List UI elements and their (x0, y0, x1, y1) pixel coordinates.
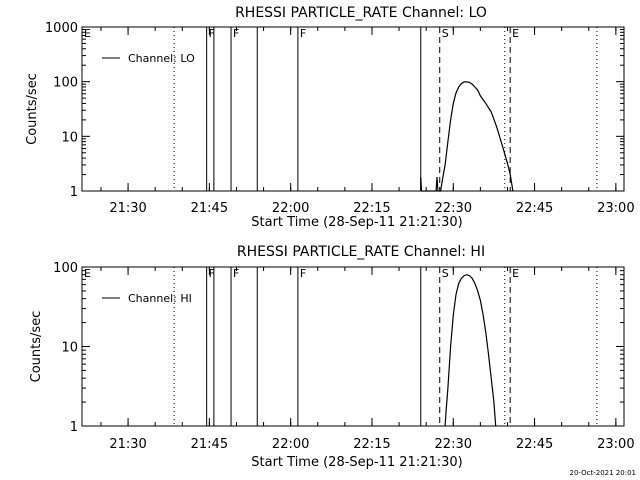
series-line (444, 274, 497, 427)
x-tick-label: 22:15 (353, 437, 390, 452)
panel-1: RHESSI PARTICLE_RATE Channel: LO 21:30 21:… (25, 5, 635, 230)
plot-frame (81, 266, 625, 427)
event-marker-label: E (84, 267, 91, 280)
x-axis-label: Start Time (28-Sep-11 21:21:30) (251, 455, 462, 470)
event-marker-label: F (209, 267, 215, 280)
event-marker-label: F (300, 267, 306, 280)
event-marker-label: S (442, 267, 449, 280)
y-tick-label: 10 (61, 130, 78, 145)
event-marker-label: S (442, 27, 449, 40)
legend-label: Channel: LO (128, 52, 195, 65)
x-tick-label: 22:45 (516, 437, 553, 452)
y-tick-label: 100 (53, 261, 78, 276)
panel-2: RHESSI PARTICLE_RATE Channel: HI 21:30 21:… (29, 244, 635, 470)
event-marker-label: E (84, 27, 91, 40)
event-marker-label: F (209, 27, 215, 40)
y-tick-label: 100 (53, 76, 78, 91)
chart-title: RHESSI PARTICLE_RATE Channel: HI (237, 244, 485, 260)
y-tick-label: 10 (61, 341, 78, 356)
y-tick-label: 1 (70, 185, 78, 200)
legend-label: Channel: HI (128, 292, 192, 305)
event-marker-label: F (233, 267, 239, 280)
x-tick-label: 23:00 (597, 201, 634, 216)
x-tick-label: 22:00 (272, 437, 309, 452)
x-tick-label: 22:45 (516, 201, 553, 216)
y-tick-label: 1000 (45, 21, 78, 36)
event-marker-label: E (512, 267, 519, 280)
plot-frame (81, 26, 625, 192)
x-tick-label: 23:00 (597, 437, 634, 452)
x-tick-label: 21:30 (109, 437, 146, 452)
event-marker-label: F (233, 27, 239, 40)
series-line (420, 81, 514, 192)
y-axis-label: Counts/sec (29, 311, 44, 383)
event-marker-label: E (512, 27, 519, 40)
x-tick-label: 22:15 (353, 201, 390, 216)
x-tick-label: 22:00 (272, 201, 309, 216)
x-tick-label: 21:30 (109, 201, 146, 216)
y-axis-label: Counts/sec (25, 73, 40, 145)
y-tick-label: 1 (70, 420, 78, 435)
x-tick-label: 22:30 (435, 437, 472, 452)
x-tick-label: 21:45 (191, 201, 228, 216)
x-axis-label: Start Time (28-Sep-11 21:21:30) (251, 215, 462, 230)
footer-timestamp: 20-Oct-2021 20:01 (569, 469, 636, 477)
chart-title: RHESSI PARTICLE_RATE Channel: LO (235, 5, 487, 21)
x-tick-label: 21:45 (191, 437, 228, 452)
event-marker-label: F (300, 27, 306, 40)
x-tick-label: 22:30 (435, 201, 472, 216)
